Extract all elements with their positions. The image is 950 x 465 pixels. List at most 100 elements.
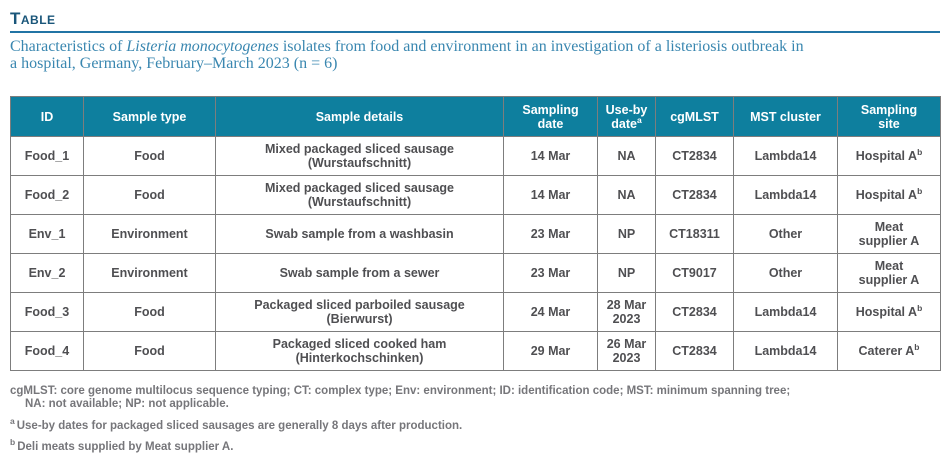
table-row-food-3: Food_3 Food Packaged sliced parboiled sa… <box>10 292 941 332</box>
header-row: ID Sample type Sample details Sampling da… <box>10 96 941 137</box>
site-line1: Hospital Ab <box>856 185 923 202</box>
cell-use-by-date: 26 Mar 2023 <box>597 331 656 371</box>
site-line2: supplier A <box>858 273 920 287</box>
site-text: Meat <box>874 220 904 234</box>
article-table-page: Table Characteristics of Listeria monocy… <box>10 9 946 453</box>
cell-sample-type: Environment <box>83 253 216 293</box>
cell-use-by-date: NA <box>597 136 656 176</box>
footnote-b-marker: b <box>917 302 923 313</box>
site-text: Caterer A <box>858 344 915 358</box>
cell-mst-cluster: Lambda14 <box>733 136 838 176</box>
site-text: Hospital A <box>855 149 918 163</box>
cell-sample-type: Environment <box>83 214 216 254</box>
cell-mst-cluster: Lambda14 <box>733 292 838 332</box>
header-sampling-date-line2: date <box>537 116 564 131</box>
table-row-food-1: Food_1 Food Mixed packaged sliced sausag… <box>10 136 941 176</box>
footnote-b-marker: b <box>917 146 923 157</box>
header-mst-cluster: MST cluster <box>733 96 838 137</box>
cell-mst-cluster: Other <box>733 214 838 254</box>
header-sampling-date: Sampling date <box>503 96 598 137</box>
cell-use-by-date: NA <box>597 175 656 215</box>
site-text: Hospital A <box>855 305 918 319</box>
header-sample-type: Sample type <box>83 96 216 137</box>
table-footnotes: cgMLST: core genome multilocus sequence … <box>10 385 946 453</box>
site-line1: Hospital Ab <box>855 302 923 319</box>
site-line1: Caterer Ab <box>858 341 920 358</box>
header-sampling-site: Sampling site <box>837 96 941 137</box>
cell-use-by-date: NP <box>597 253 656 293</box>
details-line1: Packaged sliced cooked ham <box>272 337 447 351</box>
cell-sample-details: Packaged sliced parboiled sausage (Bierwu… <box>215 292 504 332</box>
header-use-by-line1: Use-by <box>605 102 648 117</box>
site-line1: Meat <box>875 220 903 234</box>
header-id: ID <box>10 96 84 137</box>
cell-cgmlst: CT2834 <box>655 136 734 176</box>
caption-prefix: Characteristics of <box>10 38 127 55</box>
isolates-table: ID Sample type Sample details Sampling da… <box>10 96 941 371</box>
footnote-a: a Use-by dates for packaged sliced sausag… <box>10 417 946 433</box>
footnote-a-marker: a <box>10 416 15 427</box>
cell-id: Food_3 <box>10 292 84 332</box>
cell-sampling-date: 14 Mar <box>503 175 598 215</box>
cell-sampling-site: Hospital Ab <box>837 136 941 176</box>
cell-cgmlst: CT2834 <box>655 175 734 215</box>
details-line1: Mixed packaged sliced sausage <box>265 181 454 195</box>
caption-line-1: Characteristics of Listeria monocytogene… <box>10 38 944 55</box>
header-use-by-line2: datea <box>603 115 650 131</box>
cell-cgmlst: CT9017 <box>655 253 734 293</box>
cell-sampling-site: Hospital Ab <box>837 292 941 332</box>
cell-cgmlst: CT2834 <box>655 331 734 371</box>
cell-sampling-site: Hospital Ab <box>837 175 941 215</box>
cell-sampling-date: 23 Mar <box>503 214 598 254</box>
cell-id: Env_2 <box>10 253 84 293</box>
header-use-by-date-word: date <box>611 116 637 131</box>
cell-id: Food_1 <box>10 136 84 176</box>
cell-sampling-site: Meat supplier A <box>837 253 941 293</box>
caption-line-2: a hospital, Germany, February–March 2023… <box>10 55 338 72</box>
cell-sample-type: Food <box>83 136 216 176</box>
header-sample-details: Sample details <box>215 96 504 137</box>
footnote-a-text: Use-by dates for packaged sliced sausage… <box>16 420 463 432</box>
table-caption: Characteristics of Listeria monocytogene… <box>10 38 944 72</box>
table-row-food-4: Food_4 Food Packaged sliced cooked ham (H… <box>10 331 941 371</box>
site-line1: Hospital Ab <box>855 146 923 163</box>
table-kicker: Table <box>10 9 56 28</box>
footnote-b-marker: b <box>917 185 923 196</box>
cell-mst-cluster: Other <box>733 253 838 293</box>
cell-use-by-date: 28 Mar 2023 <box>597 292 656 332</box>
cell-sampling-site: Caterer Ab <box>837 331 941 371</box>
caption-species-italic: Listeria monocytogenes <box>126 38 279 55</box>
kicker-rule <box>10 31 940 33</box>
cell-sample-details: Mixed packaged sliced sausage (Wurstaufsc… <box>215 175 504 215</box>
cell-sample-details: Mixed packaged sliced sausage (Wurstaufsc… <box>215 136 504 176</box>
cell-id: Food_2 <box>10 175 84 215</box>
abbrev-line1: cgMLST: core genome multilocus sequence … <box>10 385 791 397</box>
cell-sample-type: Food <box>83 292 216 332</box>
table-row-env-1: Env_1 Environment Swab sample from a was… <box>10 214 941 254</box>
cell-sample-type: Food <box>83 331 216 371</box>
table-header: ID Sample type Sample details Sampling da… <box>10 96 941 137</box>
cell-cgmlst: CT2834 <box>655 292 734 332</box>
details-line1: Packaged sliced parboiled sausage <box>254 298 465 312</box>
table-row-env-2: Env_2 Environment Swab sample from a sew… <box>10 253 941 293</box>
details-line2: (Bierwurst) <box>326 312 393 326</box>
cell-sample-details: Swab sample from a sewer <box>215 253 504 293</box>
header-sampling-date-line1: Sampling <box>522 102 579 117</box>
cell-sample-type: Food <box>83 175 216 215</box>
table-body: Food_1 Food Mixed packaged sliced sausag… <box>10 136 941 371</box>
cell-sampling-date: 29 Mar <box>503 331 598 371</box>
footnote-b-marker: b <box>914 341 920 352</box>
details-line2: (Wurstaufschnitt) <box>307 195 412 209</box>
cell-cgmlst: CT18311 <box>655 214 734 254</box>
details-line1: Swab sample from a sewer <box>279 266 440 280</box>
cell-id: Env_1 <box>10 214 84 254</box>
cell-sampling-date: 24 Mar <box>503 292 598 332</box>
cell-mst-cluster: Lambda14 <box>733 175 838 215</box>
caption-suffix: isolates from food and environment in an… <box>278 38 804 55</box>
details-line1: Mixed packaged sliced sausage <box>265 142 454 156</box>
footnote-b-text: Deli meats supplied by Meat supplier A. <box>17 440 234 453</box>
header-cgmlst: cgMLST <box>655 96 734 137</box>
footnote-b: b Deli meats supplied by Meat supplier A. <box>10 437 946 454</box>
site-line1: Meat <box>875 259 903 273</box>
cell-use-by-date: NP <box>597 214 656 254</box>
